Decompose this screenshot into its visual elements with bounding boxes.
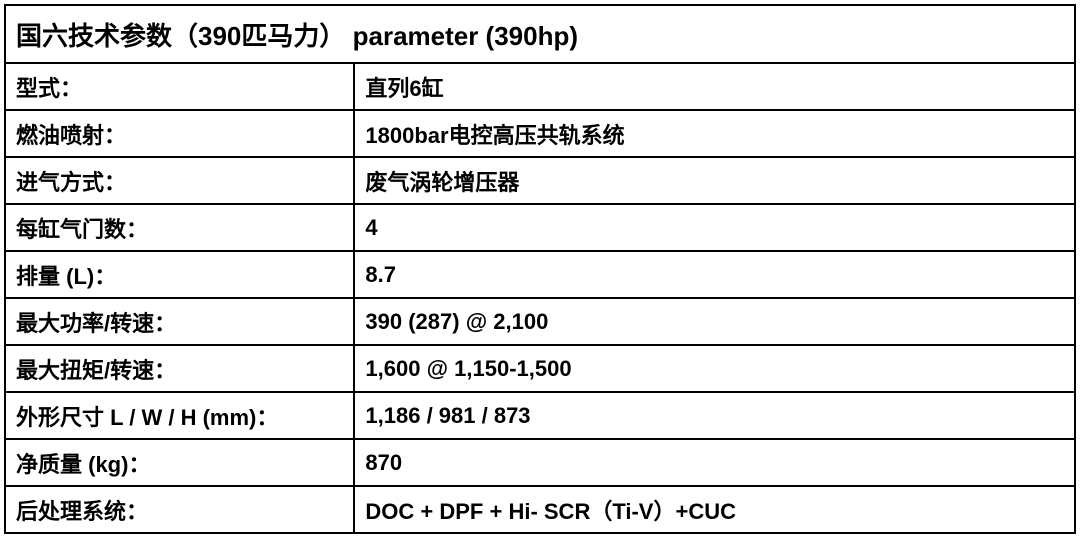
table-title-row: 国六技术参数（390匹马力） parameter (390hp) — [5, 5, 1075, 63]
row-value: 1,186 / 981 / 873 — [354, 392, 1075, 439]
row-label: 后处理系统： — [5, 486, 354, 533]
table-row: 最大功率/转速： 390 (287) @ 2,100 — [5, 298, 1075, 345]
row-label: 型式： — [5, 63, 354, 110]
row-value: DOC + DPF + Hi- SCR（Ti-V）+CUC — [354, 486, 1075, 533]
table-title: 国六技术参数（390匹马力） parameter (390hp) — [5, 5, 1075, 63]
row-value: 390 (287) @ 2,100 — [354, 298, 1075, 345]
table-row: 进气方式： 废气涡轮增压器 — [5, 157, 1075, 204]
row-value: 4 — [354, 204, 1075, 251]
table-row: 最大扭矩/转速： 1,600 @ 1,150-1,500 — [5, 345, 1075, 392]
table-row: 后处理系统： DOC + DPF + Hi- SCR（Ti-V）+CUC — [5, 486, 1075, 533]
row-value: 废气涡轮增压器 — [354, 157, 1075, 204]
row-value: 8.7 — [354, 251, 1075, 298]
table-row: 外形尺寸 L / W / H (mm)： 1,186 / 981 / 873 — [5, 392, 1075, 439]
row-label: 每缸气门数： — [5, 204, 354, 251]
row-label: 燃油喷射： — [5, 110, 354, 157]
row-label: 最大功率/转速： — [5, 298, 354, 345]
row-label: 进气方式： — [5, 157, 354, 204]
table-row: 每缸气门数： 4 — [5, 204, 1075, 251]
table-row: 净质量 (kg)： 870 — [5, 439, 1075, 486]
row-value: 1800bar电控高压共轨系统 — [354, 110, 1075, 157]
row-value: 直列6缸 — [354, 63, 1075, 110]
row-label: 净质量 (kg)： — [5, 439, 354, 486]
table-row: 排量 (L)： 8.7 — [5, 251, 1075, 298]
spec-table: 国六技术参数（390匹马力） parameter (390hp) 型式： 直列6… — [4, 4, 1076, 534]
row-value: 1,600 @ 1,150-1,500 — [354, 345, 1075, 392]
table-row: 型式： 直列6缸 — [5, 63, 1075, 110]
row-label: 外形尺寸 L / W / H (mm)： — [5, 392, 354, 439]
row-label: 最大扭矩/转速： — [5, 345, 354, 392]
row-label: 排量 (L)： — [5, 251, 354, 298]
table-row: 燃油喷射： 1800bar电控高压共轨系统 — [5, 110, 1075, 157]
row-value: 870 — [354, 439, 1075, 486]
